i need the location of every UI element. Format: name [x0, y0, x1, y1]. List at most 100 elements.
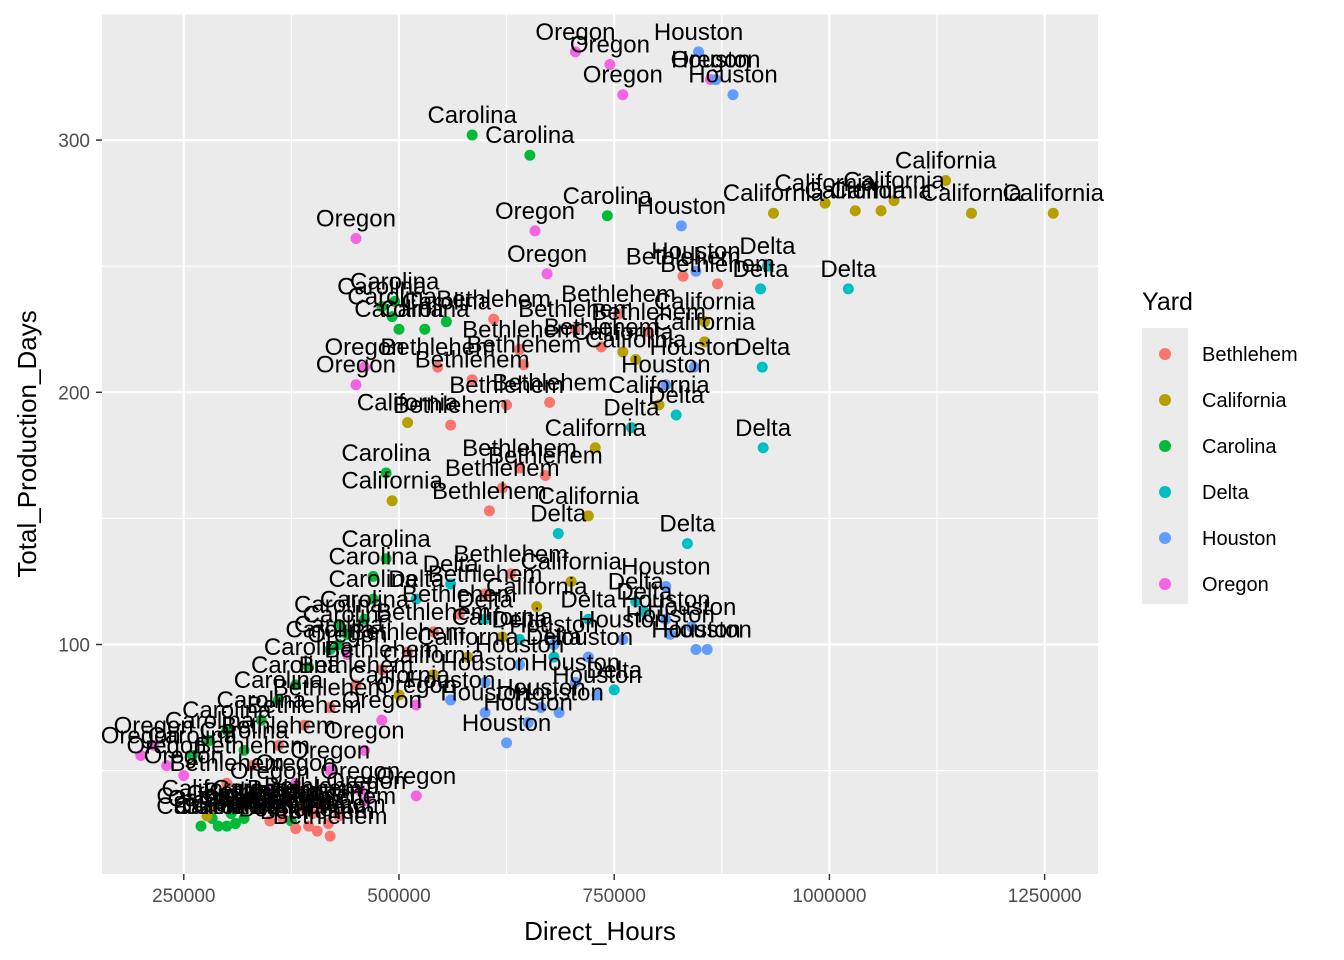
- data-point: [410, 790, 422, 802]
- data-point: [307, 807, 319, 819]
- data-point: [757, 442, 769, 454]
- data-point: [712, 278, 724, 290]
- data-point: [496, 631, 508, 643]
- data-point: [195, 820, 207, 832]
- point-label: Carolina: [264, 634, 354, 661]
- y-tick-label: 200: [58, 383, 90, 404]
- data-point: [221, 777, 233, 789]
- point-label: Bethlehem: [492, 369, 607, 396]
- point-label: Carolina: [402, 289, 492, 316]
- data-point: [380, 553, 392, 565]
- point-label: Houston: [496, 675, 585, 702]
- data-point: [617, 346, 629, 358]
- point-label: Houston: [514, 680, 603, 707]
- point-label: Carolina: [337, 274, 427, 301]
- data-point: [303, 820, 315, 832]
- point-label: Bethlehem: [591, 299, 706, 326]
- point-label: Oregon: [583, 62, 663, 89]
- data-point: [524, 149, 536, 161]
- data-point: [488, 313, 500, 325]
- data-point: [690, 265, 702, 277]
- point-label: Carolina: [234, 667, 324, 694]
- y-axis-title: Total_Production_Days: [12, 310, 42, 577]
- data-point: [548, 651, 560, 663]
- data-point: [496, 482, 508, 494]
- point-label: Delta: [586, 657, 643, 684]
- data-point: [582, 510, 594, 522]
- data-point: [643, 326, 655, 338]
- point-label: Carolina: [247, 788, 337, 815]
- point-label: Bethlehem: [281, 783, 396, 810]
- point-label: Bethlehem: [251, 793, 366, 820]
- panel-background: [102, 14, 1098, 874]
- data-point: [206, 802, 218, 814]
- data-point: [341, 649, 353, 661]
- point-label: Bethlehem: [415, 347, 530, 374]
- point-label: Houston: [662, 617, 751, 644]
- data-point: [529, 225, 541, 237]
- data-point: [875, 205, 887, 217]
- point-label: California: [357, 390, 459, 417]
- point-label: Delta: [616, 579, 673, 606]
- data-point: [359, 361, 371, 373]
- point-label: Bethlehem: [561, 281, 676, 308]
- point-label: Houston: [621, 352, 710, 379]
- point-label: Carolina: [285, 617, 375, 644]
- point-label: Carolina: [328, 566, 418, 593]
- point-label: Bethlehem: [466, 332, 581, 359]
- data-point: [544, 396, 556, 408]
- point-label: Bethlehem: [299, 652, 414, 679]
- data-point: [582, 613, 594, 625]
- point-label: California: [486, 574, 588, 601]
- data-point: [660, 580, 672, 592]
- data-point: [135, 749, 147, 761]
- legend-label: Carolina: [1202, 436, 1277, 458]
- x-tick-label: 250000: [152, 886, 215, 907]
- point-label: Houston: [688, 62, 777, 89]
- legend-label: Houston: [1202, 528, 1277, 550]
- data-point: [333, 638, 345, 650]
- point-label: Oregon: [307, 622, 387, 649]
- data-point: [311, 825, 323, 837]
- data-point: [518, 359, 530, 371]
- point-label: Carolina: [186, 780, 276, 807]
- data-point: [479, 707, 491, 719]
- point-label: Bethlehem: [626, 243, 741, 270]
- point-label: Bethlehem: [393, 392, 508, 419]
- point-label: California: [341, 468, 443, 495]
- point-label: California: [723, 180, 825, 207]
- point-label: California: [520, 548, 622, 575]
- data-point: [380, 467, 392, 479]
- data-point: [341, 628, 353, 640]
- data-point: [613, 308, 625, 320]
- data-point: [501, 399, 513, 411]
- data-point: [653, 399, 665, 411]
- point-label: Carolina: [251, 652, 341, 679]
- data-point: [701, 644, 713, 656]
- data-point: [531, 601, 543, 613]
- data-point: [298, 802, 310, 814]
- data-point: [225, 807, 237, 819]
- data-point: [595, 341, 607, 353]
- legend-key: [1159, 486, 1171, 498]
- point-label: Carolina: [347, 284, 437, 311]
- point-label: Houston: [509, 611, 598, 638]
- point-label: Oregon: [325, 334, 405, 361]
- point-label: Carolina: [485, 122, 575, 149]
- data-point: [479, 676, 491, 688]
- legend-key: [1159, 348, 1171, 360]
- data-point: [625, 422, 637, 434]
- point-label: California: [452, 604, 554, 631]
- data-point: [322, 818, 334, 830]
- point-label: California: [383, 642, 485, 669]
- data-point: [212, 820, 224, 832]
- data-point: [333, 618, 345, 630]
- data-point: [324, 702, 336, 714]
- point-label: Houston: [647, 594, 736, 621]
- point-label: Oregon: [376, 672, 456, 699]
- data-point: [569, 323, 581, 335]
- point-label: Delta: [457, 586, 514, 613]
- x-axis-title: Direct_Hours: [524, 916, 676, 946]
- point-label: Oregon: [316, 352, 396, 379]
